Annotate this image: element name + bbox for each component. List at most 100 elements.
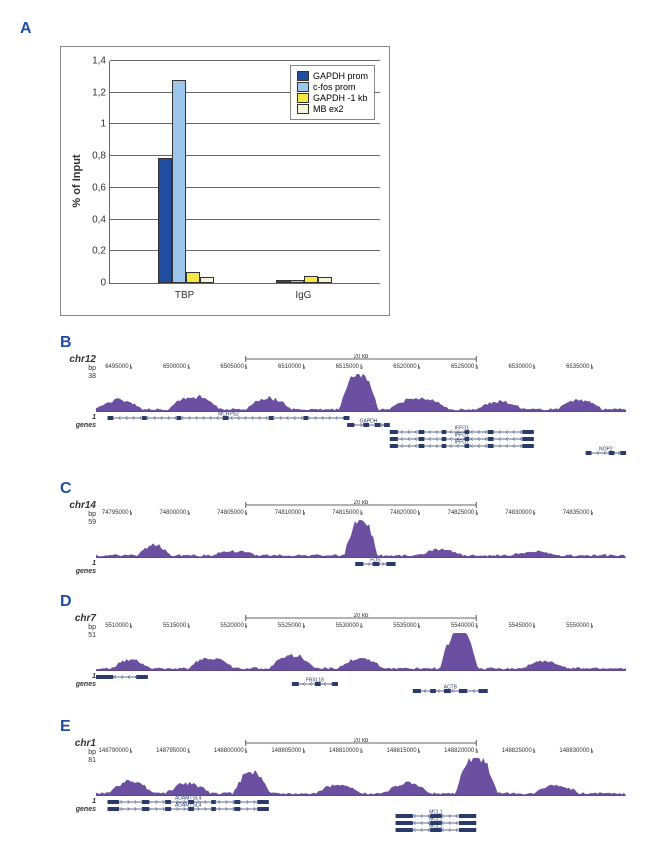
bar <box>186 272 200 283</box>
svg-text:5535000: 5535000 <box>393 623 417 629</box>
track-left-labels: chr12bp38 <box>60 354 96 380</box>
y-axis-label: % of Input <box>71 154 83 207</box>
legend-swatch <box>297 93 309 103</box>
legend-swatch <box>297 71 309 81</box>
legend-label: MB ex2 <box>313 104 344 114</box>
svg-text:74835000: 74835000 <box>563 510 590 516</box>
x-category-label: IgG <box>295 290 311 301</box>
svg-text:5550000: 5550000 <box>566 623 590 629</box>
legend-item: GAPDH -1 kb <box>297 93 368 103</box>
track-axis-signal: 20 kb74795000748000007480500074810000748… <box>96 500 630 558</box>
svg-text:MCL1: MCL1 <box>429 817 443 823</box>
track-left-labels: chr14bp59 <box>60 500 96 526</box>
y-tick-label: 0,6 <box>92 182 106 193</box>
gene-track: ADAMTSL4ADAMTSL4MCL1MCL1MCL1 <box>96 796 626 839</box>
svg-text:5540000: 5540000 <box>451 623 475 629</box>
panel-label: E <box>60 718 630 736</box>
svg-text:5530000: 5530000 <box>336 623 360 629</box>
gene-track: MCRPS2GAPDHIFFO1IFFO1IFFO1NOP2 <box>96 412 626 462</box>
y-tick-label: 1 <box>100 119 106 130</box>
svg-text:20 kb: 20 kb <box>354 613 369 619</box>
bar <box>172 80 186 283</box>
track-panel: Cchr14bp5920 kb7479500074800000748050007… <box>60 480 630 575</box>
svg-text:148790000: 148790000 <box>99 748 130 754</box>
track-panel: Bchr12bp38 20 kb 6495000 6500000 6505000 6510… <box>60 334 630 462</box>
svg-text:148805000: 148805000 <box>271 748 302 754</box>
panel-label: C <box>60 480 630 498</box>
svg-text:NOP2: NOP2 <box>599 447 613 453</box>
y-tick-label: 0,8 <box>92 151 106 162</box>
svg-text:MCL1: MCL1 <box>429 810 443 816</box>
svg-text:6535000: 6535000 <box>566 364 590 370</box>
svg-text:148810000: 148810000 <box>329 748 360 754</box>
gene-row-label: 1genes <box>60 558 96 575</box>
svg-text:5520000: 5520000 <box>220 623 244 629</box>
track-axis-signal: 20 kb 6495000 6500000 6505000 6510000 6515000… <box>96 354 630 412</box>
svg-text:20 kb: 20 kb <box>354 354 369 360</box>
svg-text:MCL1: MCL1 <box>429 824 443 830</box>
gridline <box>110 155 380 156</box>
svg-text:6505000: 6505000 <box>220 364 244 370</box>
svg-text:FBXL18: FBXL18 <box>306 678 324 684</box>
svg-text:IFFO1: IFFO1 <box>455 440 469 446</box>
y-tick-label: 0,4 <box>92 214 106 225</box>
track-header: chr14bp5920 kb74795000748000007480500074… <box>60 500 630 558</box>
gene-row-label: 1genes <box>60 671 96 688</box>
svg-text:20 kb: 20 kb <box>354 738 369 744</box>
gene-track: FOS <box>96 558 626 573</box>
gene-row: 1genesMCRPS2GAPDHIFFO1IFFO1IFFO1NOP2 <box>60 412 630 462</box>
gene-row: 1genesFBXL18ACTB <box>60 671 630 700</box>
track-panel: Dchr7bp5120 kb55100005515000552000055250… <box>60 593 630 700</box>
y-tick-label: 0,2 <box>92 246 106 257</box>
y-tick-label: 1,4 <box>92 56 106 67</box>
tracks-container: Bchr12bp38 20 kb 6495000 6500000 6505000 6510… <box>20 334 630 839</box>
bar <box>158 158 172 283</box>
svg-text:5545000: 5545000 <box>508 623 532 629</box>
svg-text:6510000: 6510000 <box>278 364 302 370</box>
track-axis-signal: 20 kb14879000014879500014880000014880500… <box>96 738 630 796</box>
signal-area <box>96 758 626 796</box>
svg-text:6495000: 6495000 <box>105 364 129 370</box>
svg-text:ADAMTSL4: ADAMTSL4 <box>175 796 202 802</box>
track-left-labels: chr1bp81 <box>60 738 96 764</box>
signal-area <box>96 374 626 412</box>
legend-swatch <box>297 82 309 92</box>
svg-text:IFFO1: IFFO1 <box>455 433 469 439</box>
svg-text:5515000: 5515000 <box>163 623 187 629</box>
svg-text:74825000: 74825000 <box>448 510 475 516</box>
svg-text:148820000: 148820000 <box>444 748 475 754</box>
legend-label: GAPDH prom <box>313 71 368 81</box>
svg-text:148825000: 148825000 <box>502 748 533 754</box>
svg-text:6530000: 6530000 <box>508 364 532 370</box>
gene-row-label: 1genes <box>60 412 96 429</box>
y-tick-label: 0 <box>100 278 106 289</box>
track-header: chr1bp8120 kb148790000148795000148800000… <box>60 738 630 796</box>
svg-text:6525000: 6525000 <box>451 364 475 370</box>
svg-text:GAPDH: GAPDH <box>360 419 378 425</box>
track-header: chr7bp5120 kb551000055150005520000552500… <box>60 613 630 671</box>
track-panel: Echr1bp8120 kb14879000014879500014880000… <box>60 718 630 839</box>
svg-text:6500000: 6500000 <box>163 364 187 370</box>
gridline <box>110 187 380 188</box>
svg-text:5525000: 5525000 <box>278 623 302 629</box>
gridline <box>110 219 380 220</box>
panel-label: B <box>60 334 630 352</box>
legend-swatch <box>297 104 309 114</box>
legend-item: GAPDH prom <box>297 71 368 81</box>
svg-text:MCRPS2: MCRPS2 <box>218 412 239 418</box>
gridline <box>110 250 380 251</box>
legend-item: MB ex2 <box>297 104 368 114</box>
svg-text:74800000: 74800000 <box>159 510 186 516</box>
svg-text:74795000: 74795000 <box>102 510 129 516</box>
bar-chart: % of Input 00,20,40,60,811,21,4 TBPIgG G… <box>109 61 379 301</box>
svg-text:6515000: 6515000 <box>336 364 360 370</box>
x-axis-labels: TBP IgG <box>109 283 379 301</box>
panel-label: D <box>60 593 630 611</box>
panel-a: A % of Input 00,20,40,60,811,21,4 TBPIgG… <box>20 20 630 316</box>
svg-text:148815000: 148815000 <box>387 748 418 754</box>
svg-text:148795000: 148795000 <box>156 748 187 754</box>
legend: GAPDH promc-fos promGAPDH -1 kbMB ex2 <box>290 65 375 120</box>
x-category-label: TBP <box>175 290 194 301</box>
gene-row-label: 1genes <box>60 796 96 813</box>
bar <box>304 276 318 283</box>
